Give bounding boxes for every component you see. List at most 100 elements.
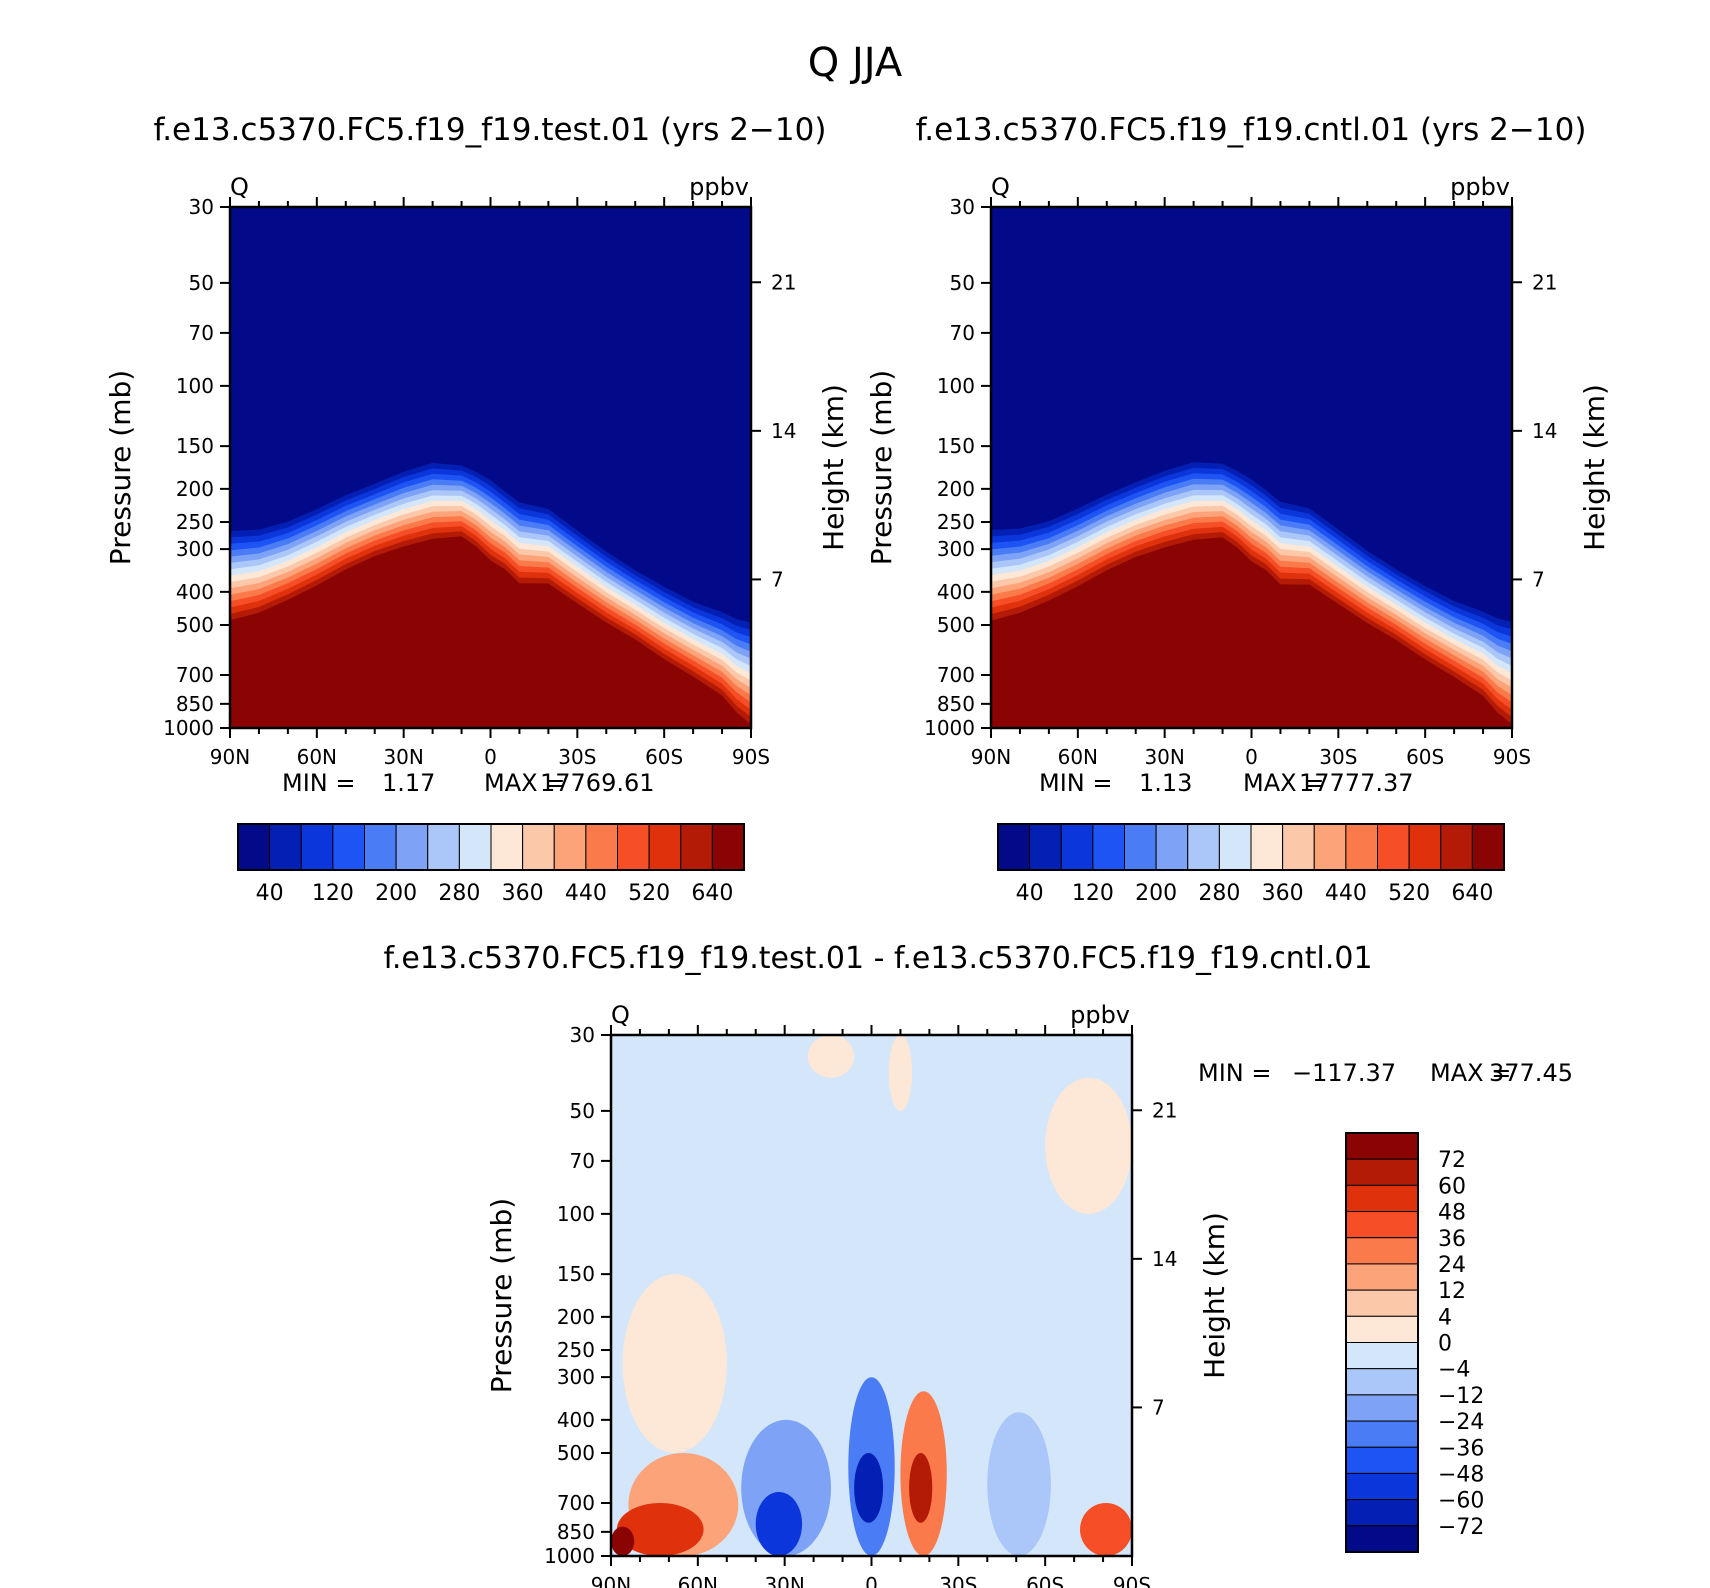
colorbar-label: 24 <box>1438 1253 1466 1278</box>
colorbar-swatch <box>617 823 650 871</box>
contour-feature-9 <box>909 1453 933 1523</box>
x-tick-label: 60S <box>1026 1573 1064 1588</box>
x-tick-label: 60S <box>1406 745 1444 769</box>
colorbar-swatch <box>1124 823 1157 871</box>
colorbar-swatch <box>1155 823 1189 871</box>
x-tick-label: 30N <box>1144 745 1184 769</box>
colorbar-swatch <box>1345 1237 1419 1265</box>
colorbar-swatch <box>1345 1368 1419 1396</box>
y-tick-label: 100 <box>176 374 214 398</box>
min-value: −117.37 <box>1292 1059 1396 1087</box>
colorbar-swatch <box>680 823 713 871</box>
colorbar-swatch <box>1471 823 1505 871</box>
max-label: MAX = <box>1430 1059 1511 1087</box>
colorbar-label: 360 <box>1262 881 1304 906</box>
contour-feature-10 <box>987 1412 1051 1556</box>
colorbar-label: −24 <box>1438 1410 1484 1435</box>
y-axis-title: Pressure (mb) <box>104 370 137 565</box>
colorbar-swatch <box>997 823 1031 871</box>
contour-feature-1 <box>616 1503 704 1556</box>
colorbar-label: 40 <box>256 881 284 906</box>
panels: 3050701001502002503004005007008501000211… <box>104 112 1611 1588</box>
y-tick-label: 400 <box>557 1408 595 1432</box>
panel-title: f.e13.c5370.FC5.f19_f19.cntl.01 (yrs 2−1… <box>916 112 1587 148</box>
colorbar-swatch <box>1345 1263 1419 1291</box>
colorbar-swatch <box>1282 823 1315 871</box>
colorbar-frame <box>1345 1132 1419 1553</box>
colorbar-swatch <box>332 823 365 871</box>
colorbar-label: 72 <box>1438 1148 1466 1173</box>
colorbar-swatch <box>711 823 745 871</box>
y-tick-label: 500 <box>176 613 214 637</box>
y-tick-label: 150 <box>937 434 975 458</box>
y-tick-label: 70 <box>189 321 214 345</box>
colorbar-label: −36 <box>1438 1436 1484 1461</box>
y-right-tick-label: 7 <box>1532 567 1545 591</box>
contour-feature-13 <box>888 1035 913 1111</box>
y-tick-label: 850 <box>557 1520 595 1544</box>
y-tick-label: 700 <box>557 1491 595 1515</box>
y-tick-label: 70 <box>570 1149 595 1173</box>
y-axis-title: Pressure (mb) <box>485 1198 518 1393</box>
colorbar-label: 200 <box>375 881 417 906</box>
contour-feature-5 <box>755 1492 803 1556</box>
colorbar-swatch <box>1345 1420 1419 1448</box>
y-tick-label: 50 <box>950 271 975 295</box>
panel-3: 3050701001502002503004005007008501000211… <box>485 1001 1573 1588</box>
colorbar-swatch <box>364 823 397 871</box>
y-tick-label: 100 <box>557 1202 595 1226</box>
contour-feature-14 <box>807 1035 855 1078</box>
colorbar-swatch <box>1345 1184 1419 1213</box>
max-value: 17777.37 <box>1299 769 1414 797</box>
y-tick-label: 300 <box>176 537 214 561</box>
colorbar-label: −48 <box>1438 1462 1484 1487</box>
colorbar-frame <box>237 823 745 871</box>
colorbar-swatch <box>237 823 271 871</box>
x-tick-label: 90S <box>732 745 770 769</box>
x-tick-label: 90N <box>971 745 1011 769</box>
difference-panel-title: f.e13.c5370.FC5.f19_f19.test.01 - f.e13.… <box>383 941 1372 976</box>
y-tick-label: 30 <box>189 195 214 219</box>
y-tick-label: 200 <box>557 1305 595 1329</box>
y-right-tick-label: 14 <box>771 419 796 443</box>
y-tick-label: 30 <box>570 1023 595 1047</box>
colorbar-swatch <box>1345 1499 1419 1527</box>
y-tick-label: 500 <box>557 1441 595 1465</box>
x-tick-label: 60N <box>678 1573 718 1588</box>
colorbar-swatch <box>553 823 587 871</box>
colorbar: 40 120 200 280 360 440 520 640 <box>997 823 1505 906</box>
colorbar-label: 48 <box>1438 1201 1466 1226</box>
variable-label: Q <box>991 173 1010 201</box>
min-value: 1.17 <box>382 769 435 797</box>
x-tick-label: 30S <box>939 1573 977 1588</box>
y-right-tick-label: 21 <box>1152 1098 1177 1122</box>
x-tick-label: 30S <box>558 745 596 769</box>
plot-area <box>991 207 1512 728</box>
x-tick-label: 90N <box>210 745 250 769</box>
colorbar-label: 360 <box>502 881 544 906</box>
x-tick-label: 0 <box>1245 745 1258 769</box>
colorbar-label: 60 <box>1438 1174 1466 1199</box>
colorbar-swatch <box>1060 823 1094 871</box>
colorbar-label: 120 <box>1072 881 1114 906</box>
colorbar-swatch <box>1345 1132 1419 1160</box>
min-label: MIN = <box>1198 1059 1271 1087</box>
max-label: MAX = <box>1243 769 1324 797</box>
colorbar-swatch <box>1345 1211 1419 1239</box>
y-right-tick-label: 7 <box>1152 1395 1165 1419</box>
colorbar-label: 0 <box>1438 1332 1452 1357</box>
panel-2: 3050701001502002503004005007008501000211… <box>865 112 1611 906</box>
x-tick-label: 90S <box>1493 745 1531 769</box>
colorbar-swatch <box>1345 1289 1419 1317</box>
y-tick-label: 300 <box>557 1365 595 1389</box>
colorbar-swatch <box>300 823 334 871</box>
y-right-axis-title: Height (km) <box>817 384 850 551</box>
colorbar-label: 4 <box>1438 1305 1452 1330</box>
y-right-axis-title: Height (km) <box>1578 384 1611 551</box>
colorbar-swatch <box>1092 823 1125 871</box>
colorbar-swatch <box>490 823 524 871</box>
y-tick-label: 400 <box>937 580 975 604</box>
colorbar-label: 40 <box>1016 881 1044 906</box>
y-tick-label: 1000 <box>163 716 214 740</box>
